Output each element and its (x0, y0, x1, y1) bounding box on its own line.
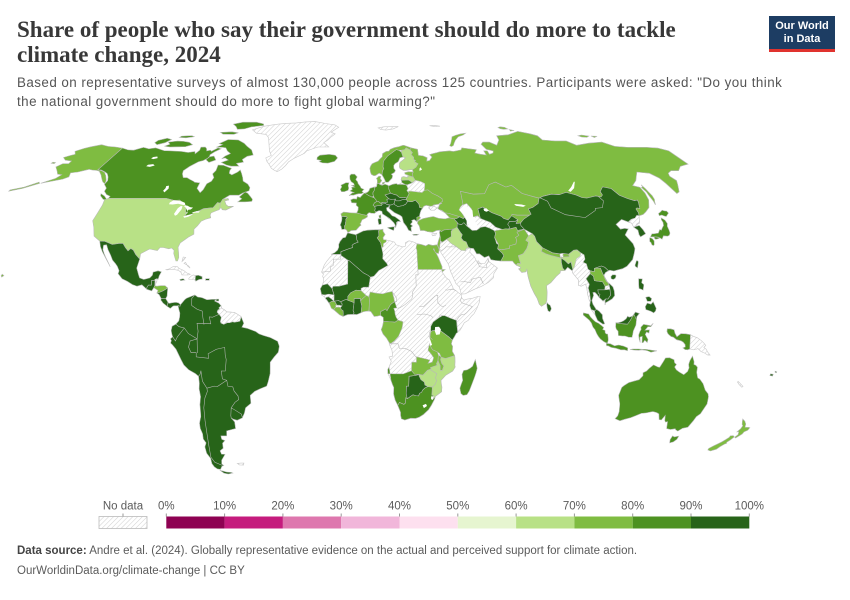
svg-text:10%: 10% (213, 501, 236, 513)
svg-text:30%: 30% (330, 501, 353, 513)
svg-text:20%: 20% (271, 501, 294, 513)
svg-text:90%: 90% (679, 501, 702, 513)
svg-text:No data: No data (103, 501, 144, 513)
svg-text:80%: 80% (621, 501, 644, 513)
svg-text:40%: 40% (388, 501, 411, 513)
svg-text:60%: 60% (505, 501, 528, 513)
svg-text:50%: 50% (446, 501, 469, 513)
svg-text:100%: 100% (735, 501, 764, 513)
svg-text:70%: 70% (563, 501, 586, 513)
svg-text:0%: 0% (158, 501, 175, 513)
